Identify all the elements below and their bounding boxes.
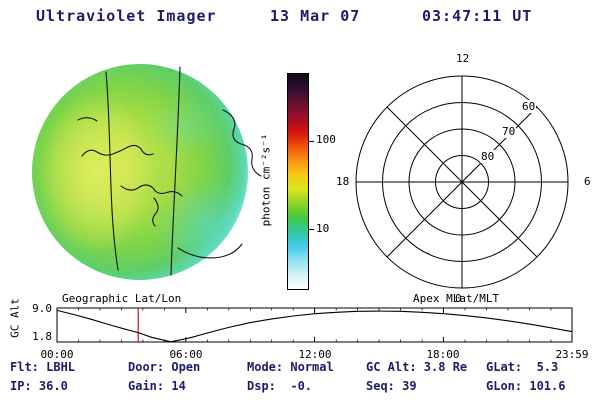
status-dsp: Dsp: -0. <box>247 379 313 393</box>
mlt-label-18: 18 <box>336 175 350 188</box>
colorbar-gradient <box>287 73 314 290</box>
mlt-label-6: 6 <box>584 175 591 188</box>
colorbar-label: photon cm⁻²s⁻¹ <box>259 133 273 227</box>
status-ip: IP: 36.0 <box>10 379 68 393</box>
uv-earth-image <box>32 64 262 280</box>
app-title: Ultraviolet Imager <box>36 7 217 25</box>
polar-grid <box>355 75 569 289</box>
ytick-1-8: 1.8 <box>32 330 52 343</box>
status-glon: GLon: 101.6 <box>486 379 566 393</box>
status-gc-alt: GC Alt: 3.8 Re <box>366 360 468 374</box>
mlt-label-0: 0 <box>455 292 462 305</box>
xtick-2359: 23:59 <box>555 348 589 361</box>
mlat-ring-label-80: 80 <box>480 150 496 163</box>
status-door: Door: Open <box>128 360 201 374</box>
status-seq: Seq: 39 <box>366 379 417 393</box>
status-mode: Mode: Normal <box>247 360 334 374</box>
header-time: 03:47:11 UT <box>422 7 533 25</box>
xtick-0000: 00:00 <box>40 348 74 361</box>
xtick-1800: 18:00 <box>426 348 460 361</box>
mlt-label-12: 12 <box>456 52 470 65</box>
geographic-overlay-lines <box>77 66 262 276</box>
mlat-ring-label-60: 60 <box>521 100 537 113</box>
ytick-9: 9.0 <box>32 302 52 315</box>
apex-mlatmlt-caption: Apex MLat/MLT <box>413 292 500 305</box>
major-ticks <box>185 308 444 342</box>
xtick-0600: 06:00 <box>169 348 203 361</box>
colorbar-tick-100: 100 <box>316 133 336 146</box>
geo-latlon-caption: Geographic Lat/Lon <box>62 292 182 305</box>
orbit-altitude-curve <box>56 309 572 343</box>
colorbar-tick-10: 10 <box>316 222 330 235</box>
mlat-ring-label-70: 70 <box>501 125 517 138</box>
status-glat: GLat: 5.3 <box>486 360 559 374</box>
gc-alt-plot <box>56 307 573 343</box>
colorbar-tick-mark-100 <box>309 140 314 142</box>
status-flt: Flt: LBHL <box>10 360 76 374</box>
colorbar-tick-mark-10 <box>309 228 314 230</box>
gc-alt-axis-label: GC Alt <box>8 298 22 338</box>
xtick-1200: 12:00 <box>298 348 332 361</box>
status-gain: Gain: 14 <box>128 379 186 393</box>
header-date: 13 Mar 07 <box>270 7 361 25</box>
